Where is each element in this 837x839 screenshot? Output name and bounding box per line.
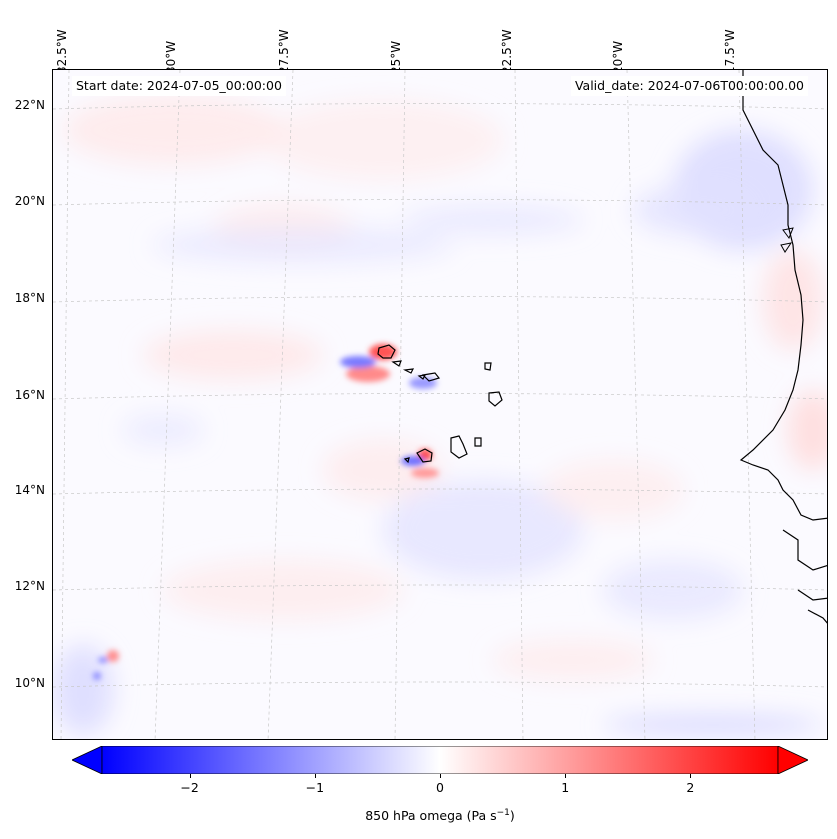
colorbar-extend-right <box>777 746 808 774</box>
colorbar-tick-label: −2 <box>180 780 199 795</box>
lat-label-14n: 14°N <box>14 483 45 497</box>
colorbar-tick-label: −1 <box>305 780 325 795</box>
colorbar-tick-label: 2 <box>686 780 695 795</box>
colorbar-tickmark <box>314 774 316 778</box>
lat-label-18n: 18°N <box>14 291 45 305</box>
lon-label-27-5w: 27.5°W <box>277 29 291 74</box>
lon-label-17-5w: 17.5°W <box>723 29 737 74</box>
colorbar-label-suffix: ) <box>509 808 515 824</box>
coastline-detail <box>780 227 794 253</box>
colorbar-tickmark <box>690 774 692 778</box>
africa-coastline <box>739 70 827 624</box>
colorbar-extend-left <box>72 746 103 774</box>
lat-label-10n: 10°N <box>14 676 45 690</box>
omega-patches <box>53 95 827 735</box>
colorbar-tickmark <box>189 774 191 778</box>
lat-label-22n: 22°N <box>14 98 45 112</box>
start-date-label: Start date: 2024-07-05_00:00:00 <box>72 76 286 96</box>
colorbar-tickmark <box>565 774 567 778</box>
lon-label-32-5w: 32.5°W <box>55 29 69 74</box>
colorbar-tick-label: 0 <box>436 780 444 795</box>
colorbar-tick-label: 1 <box>561 780 570 795</box>
valid-date-label: Valid_date: 2024-07-06T00:00:00.00 <box>570 76 808 96</box>
map-panel[interactable] <box>52 69 828 740</box>
lat-label-12n: 12°N <box>14 579 45 593</box>
colorbar-label-text: 850 hPa omega (Pa s <box>365 808 497 824</box>
colorbar <box>72 746 808 774</box>
island-omega-features <box>93 344 439 680</box>
omega-field-map <box>53 70 827 739</box>
colorbar-label-exponent: −1 <box>496 808 510 818</box>
cape-verde-islands <box>377 344 503 464</box>
colorbar-label: 850 hPa omega (Pa s−1) <box>0 808 837 823</box>
lat-label-16n: 16°N <box>14 388 45 402</box>
lon-label-22-5w: 22.5°W <box>500 29 514 74</box>
lat-label-20n: 20°N <box>14 194 45 208</box>
colorbar-body <box>101 746 779 774</box>
gridlines <box>53 70 827 739</box>
colorbar-tickmark <box>440 774 441 778</box>
